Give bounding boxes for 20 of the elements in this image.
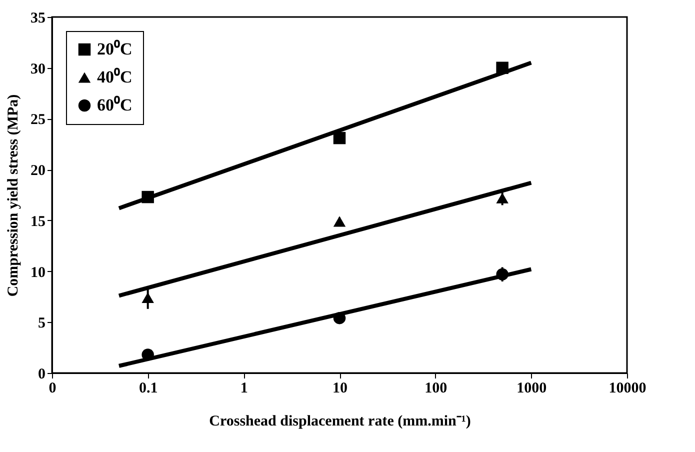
y-tick-label: 0 — [38, 366, 46, 382]
legend-label: 60⁰C — [97, 96, 132, 114]
y-tick-label: 5 — [38, 316, 46, 332]
x-tick-label: 1 — [240, 380, 248, 396]
y-tick-label: 25 — [30, 112, 46, 128]
x-tick-label: 100 — [424, 380, 448, 396]
x-axis-title: Crosshead displacement rate (mm.min⁻¹) — [209, 414, 471, 430]
y-axis-title: Compression yield stress (MPa) — [6, 94, 22, 297]
legend-label: 40⁰C — [97, 68, 132, 86]
y-tick-label: 15 — [30, 214, 46, 230]
x-tick-label: 0.1 — [138, 380, 158, 396]
y-tick-label: 10 — [30, 264, 46, 281]
x-tick-label: 1000 — [516, 380, 547, 396]
x-tick-label: 10 — [332, 380, 348, 396]
legend-label: 20⁰C — [97, 40, 132, 58]
y-tick-label: 35 — [30, 10, 46, 26]
y-tick-label: 20 — [30, 163, 46, 180]
x-tick-label: 0 — [48, 380, 56, 396]
x-tick-label: 10000 — [608, 380, 646, 396]
y-tick-label: 30 — [30, 61, 46, 78]
